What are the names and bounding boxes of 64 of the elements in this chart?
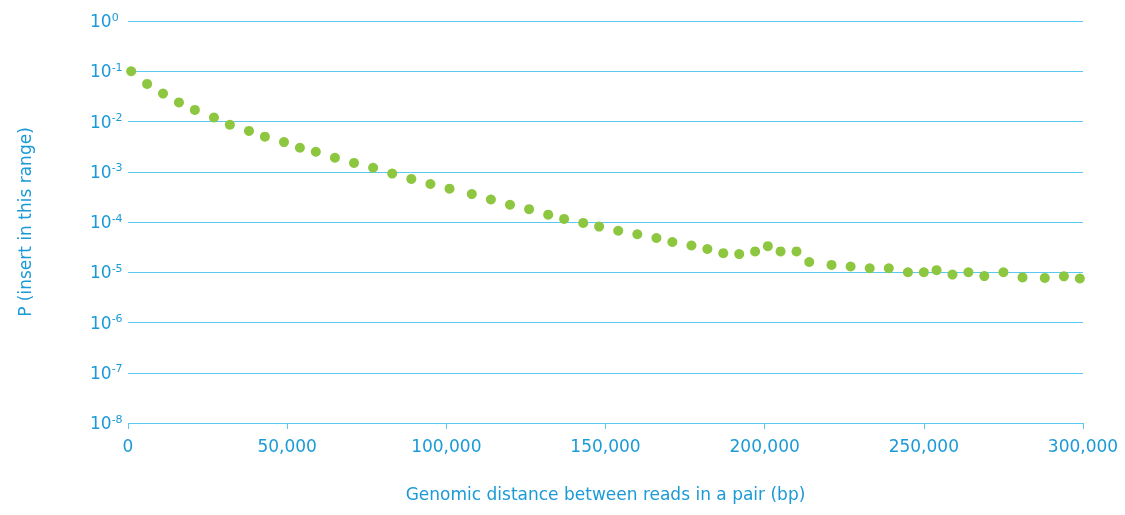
point bbox=[329, 152, 340, 163]
point bbox=[902, 267, 913, 278]
point bbox=[466, 189, 477, 200]
x-tick-label: 250,000 bbox=[888, 435, 959, 456]
x-tick-label: 0 bbox=[122, 435, 134, 456]
point bbox=[791, 246, 802, 257]
point bbox=[718, 248, 729, 259]
point bbox=[278, 137, 289, 148]
point bbox=[613, 225, 624, 236]
point bbox=[1039, 272, 1050, 283]
point bbox=[559, 213, 570, 224]
x-tick-label: 300,000 bbox=[1047, 435, 1119, 456]
point bbox=[845, 261, 856, 272]
point bbox=[750, 246, 761, 257]
x-tick-label: 100,000 bbox=[411, 435, 482, 456]
point bbox=[918, 267, 929, 278]
point bbox=[349, 157, 360, 168]
point bbox=[158, 88, 169, 99]
point bbox=[294, 142, 305, 153]
x-axis-title: Genomic distance between reads in a pair (bp) bbox=[405, 483, 806, 504]
point bbox=[524, 204, 535, 215]
point bbox=[578, 217, 589, 228]
point bbox=[425, 179, 436, 190]
point bbox=[775, 246, 786, 257]
y-axis-title: P (insert in this range) bbox=[14, 127, 35, 317]
point bbox=[259, 131, 270, 142]
point bbox=[686, 240, 697, 251]
point bbox=[387, 168, 398, 179]
point bbox=[883, 263, 894, 274]
point bbox=[963, 267, 974, 278]
point bbox=[142, 78, 153, 89]
point bbox=[224, 119, 235, 130]
point bbox=[485, 194, 496, 205]
point bbox=[310, 146, 321, 157]
point bbox=[368, 162, 379, 173]
point bbox=[173, 97, 184, 108]
point bbox=[947, 269, 958, 280]
point bbox=[979, 271, 990, 282]
point bbox=[734, 249, 745, 260]
point bbox=[505, 199, 515, 210]
point bbox=[444, 183, 455, 194]
point bbox=[126, 66, 137, 77]
point bbox=[1017, 272, 1028, 283]
point bbox=[189, 104, 200, 115]
point bbox=[762, 241, 773, 252]
point bbox=[208, 112, 219, 123]
point bbox=[632, 229, 643, 240]
x-tick-label: 150,000 bbox=[570, 435, 641, 456]
point bbox=[651, 233, 662, 244]
x-tick-label: 200,000 bbox=[729, 435, 800, 456]
point bbox=[998, 267, 1009, 278]
point bbox=[931, 265, 942, 276]
point bbox=[804, 257, 815, 267]
point bbox=[826, 259, 837, 270]
point bbox=[702, 244, 713, 255]
point bbox=[1074, 273, 1085, 284]
point bbox=[406, 173, 417, 184]
x-tick-label: 50,000 bbox=[257, 435, 317, 456]
point bbox=[543, 209, 554, 220]
point bbox=[1058, 271, 1069, 282]
point bbox=[243, 125, 254, 136]
point bbox=[864, 263, 875, 274]
point bbox=[667, 237, 678, 247]
point bbox=[594, 221, 605, 232]
